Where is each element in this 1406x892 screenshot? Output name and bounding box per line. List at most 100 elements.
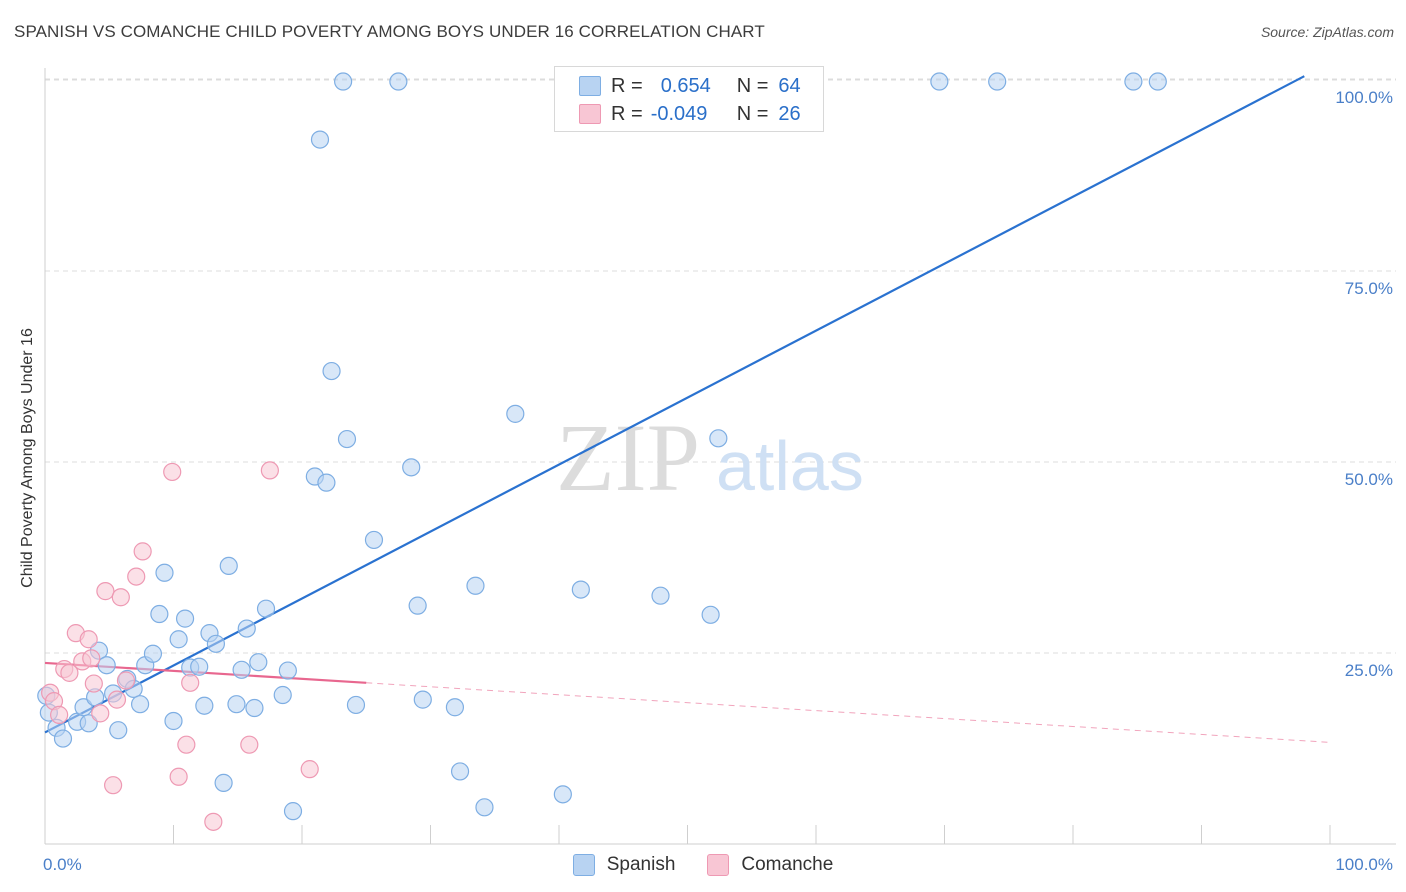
spanish-point (402, 458, 421, 477)
correlation-legend: R = 0.654 N = 64 R = -0.049 N = 26 (554, 66, 824, 132)
spanish-point (988, 72, 1007, 91)
spanish-point (346, 695, 366, 715)
legend-item-spanish: Spanish (572, 854, 676, 876)
comanche-point (260, 461, 279, 480)
spanish-point (408, 596, 427, 615)
spanish-point (571, 580, 590, 599)
watermark-zip: ZIP (556, 404, 700, 511)
legend-row-comanche: R = -0.049 N = 26 (579, 101, 801, 127)
comanche-point (240, 735, 259, 754)
gridlines (45, 78, 1396, 654)
spanish-point (364, 530, 384, 550)
comanche-point (127, 567, 146, 586)
comanche-point (82, 649, 101, 668)
x-tick-label: 0.0% (43, 855, 82, 874)
r-value: 0.654 (660, 74, 711, 97)
spanish-swatch (579, 76, 601, 96)
r-label: R = (611, 102, 643, 125)
spanish-point (1124, 72, 1143, 91)
y-tick-label: 75.0% (1345, 279, 1393, 298)
spanish-point (930, 72, 949, 91)
comanche-point (84, 674, 103, 693)
spanish-point (334, 72, 353, 91)
spanish-point (219, 556, 238, 576)
watermark-atlas: atlas (716, 427, 864, 505)
spanish-point (475, 798, 494, 817)
comanche-point (177, 735, 196, 754)
spanish-point (506, 404, 525, 423)
comanche-trend-extension (366, 682, 1331, 743)
spanish-point (322, 361, 341, 381)
spanish-point (450, 762, 470, 781)
r-label: R = (611, 74, 643, 97)
watermark: ZIP atlas (556, 404, 864, 511)
comanche-point (116, 671, 136, 690)
spanish-point (143, 644, 163, 663)
spanish-point (256, 599, 276, 618)
comanche-point (133, 542, 152, 561)
comanche-point (204, 812, 223, 831)
n-value: 64 (778, 74, 801, 97)
n-label: N = (736, 102, 769, 125)
spanish-point (651, 586, 670, 605)
spanish-point (232, 660, 251, 679)
comanche-swatch (579, 104, 601, 124)
spanish-point (273, 685, 292, 705)
spanish-point (195, 696, 214, 715)
comanche-point (104, 776, 123, 795)
spanish-point (97, 656, 116, 675)
spanish-point (74, 698, 93, 717)
legend-label-comanche: Comanche (741, 854, 834, 875)
chart-title: SPANISH VS COMANCHE CHILD POVERTY AMONG … (14, 22, 765, 41)
spanish-point (109, 721, 128, 740)
spanish-point (1148, 72, 1167, 91)
comanche-swatch (707, 854, 730, 876)
spanish-point (175, 609, 195, 628)
comanche-point (181, 673, 200, 692)
comanche-point (50, 705, 69, 724)
spanish-point (278, 661, 297, 680)
spanish-point (169, 630, 188, 649)
spanish-point (130, 695, 150, 714)
source-credit: Source: ZipAtlas.com (1260, 24, 1394, 40)
legend-item-comanche: Comanche (707, 854, 833, 876)
tick-labels: 25.0% 50.0% 75.0% 100.0% 0.0% 100.0% (43, 88, 1393, 874)
comanche-point (300, 760, 319, 779)
y-tick-label: 50.0% (1345, 470, 1393, 489)
spanish-point (317, 473, 336, 492)
n-label: N = (736, 74, 769, 97)
y-tick-label: 25.0% (1345, 661, 1393, 680)
n-value: 26 (778, 102, 801, 125)
comanche-point (60, 663, 79, 682)
comanche-point (91, 704, 110, 723)
x-tick-label: 100.0% (1335, 855, 1393, 874)
spanish-swatch (572, 854, 595, 876)
spanish-point (283, 802, 303, 821)
data-points (37, 72, 1167, 831)
spanish-point (227, 695, 246, 714)
spanish-point (164, 711, 183, 731)
spanish-point (337, 429, 357, 449)
spanish-point (53, 729, 73, 748)
spanish-point (249, 653, 268, 672)
spanish-point (206, 634, 226, 653)
comanche-point (96, 582, 115, 601)
comanche-point (79, 630, 98, 649)
spanish-point (190, 657, 209, 676)
spanish-point (413, 690, 432, 709)
comanche-point (163, 462, 182, 482)
spanish-point (389, 72, 408, 91)
spanish-trend-line (44, 75, 1305, 734)
comanche-point (107, 690, 127, 709)
spanish-point (466, 576, 485, 595)
r-value: -0.049 (650, 102, 708, 125)
spanish-point (214, 773, 233, 792)
legend-label-spanish: Spanish (606, 854, 676, 875)
legend-row-spanish: R = 0.654 N = 64 (579, 73, 801, 99)
spanish-point (709, 429, 728, 448)
spanish-point (150, 604, 169, 624)
spanish-point (310, 130, 330, 149)
spanish-point (701, 605, 720, 624)
spanish-point (79, 714, 98, 733)
spanish-point (553, 785, 572, 804)
